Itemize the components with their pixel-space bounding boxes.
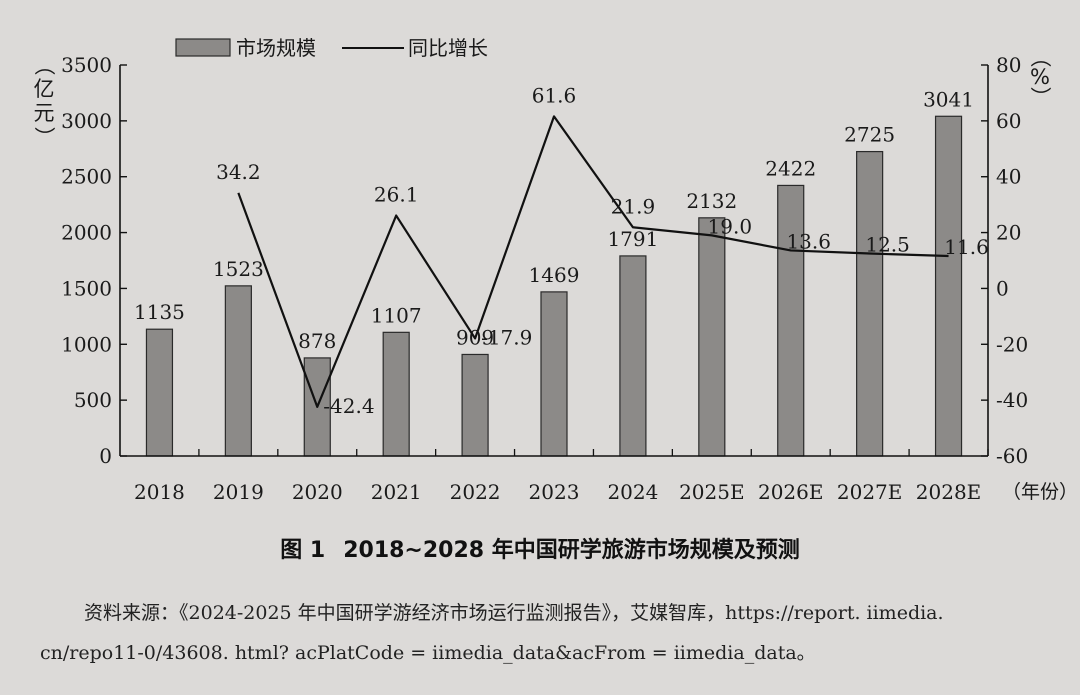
left-tick-label: 2000 bbox=[61, 221, 112, 245]
figure-title: 2018~2028 年中国研学旅游市场规模及预测 bbox=[343, 538, 800, 563]
x-tick-label: 2021 bbox=[371, 480, 422, 504]
x-tick-label: 2024 bbox=[607, 480, 658, 504]
left-tick-label: 0 bbox=[99, 444, 112, 468]
x-tick-label: 2023 bbox=[529, 480, 580, 504]
bar-value-label: 2132 bbox=[686, 189, 737, 213]
growth-value-label: 12.5 bbox=[865, 233, 910, 257]
right-tick-label: 20 bbox=[996, 221, 1021, 245]
source-text: 《2024-2025 年中国研学游经济市场运行监测报告》，艾媒智库，https:… bbox=[40, 602, 944, 664]
bar bbox=[777, 184, 805, 457]
bar bbox=[934, 115, 963, 457]
x-tick-label: 2027E bbox=[837, 480, 903, 504]
right-axis-label-char: % bbox=[1030, 65, 1050, 89]
bar bbox=[461, 353, 489, 457]
bar bbox=[382, 331, 410, 457]
right-axis-label-char: ） bbox=[1028, 87, 1052, 108]
x-axis: 2018 2019 2020 2021 2022 2023 2024 2025E 2026E 20… bbox=[120, 449, 1078, 504]
left-axis-label-char: 亿 bbox=[34, 77, 55, 101]
legend-bar-swatch bbox=[175, 38, 231, 57]
bar-value-label: 1791 bbox=[607, 227, 658, 251]
figure-caption: 图 1 2018~2028 年中国研学旅游市场规模及预测 bbox=[0, 532, 1080, 564]
growth-value-label: -42.4 bbox=[323, 394, 374, 418]
line-series: 34.2 -42.4 26.1 -17.9 61.6 21.9 19.0 13.6 12.5 11… bbox=[216, 83, 989, 417]
bar-series: 1135152387811079091469179121322422272530… bbox=[134, 87, 974, 457]
bar-value-label: 1523 bbox=[213, 257, 264, 281]
left-tick-label: 3000 bbox=[61, 109, 112, 133]
left-axis-label-char: ） bbox=[32, 127, 56, 148]
figure-number: 图 1 bbox=[280, 538, 326, 563]
x-tick-label: 2019 bbox=[213, 480, 264, 504]
left-tick-label: 3500 bbox=[61, 53, 112, 77]
bar-value-label: 2422 bbox=[765, 156, 816, 180]
growth-value-label: 21.9 bbox=[611, 194, 656, 218]
x-tick-label: 2022 bbox=[450, 480, 501, 504]
right-tick-label: -20 bbox=[996, 332, 1028, 356]
right-tick-label: 40 bbox=[996, 165, 1021, 189]
right-tick-label: 60 bbox=[996, 109, 1021, 133]
x-tick-label: 2020 bbox=[292, 480, 343, 504]
growth-value-label: 26.1 bbox=[374, 183, 419, 207]
legend-line-label: 同比增长 bbox=[408, 36, 488, 60]
right-tick-label: 80 bbox=[996, 53, 1021, 77]
left-axis-label-char: （ bbox=[32, 55, 56, 76]
right-tick-label: -60 bbox=[996, 444, 1028, 468]
growth-value-label: 11.6 bbox=[944, 235, 989, 259]
bar-value-label: 1469 bbox=[529, 263, 580, 287]
x-axis-label: （年份） bbox=[1002, 481, 1078, 503]
growth-line bbox=[237, 115, 949, 408]
bar-value-label: 878 bbox=[298, 329, 336, 353]
bar bbox=[698, 217, 726, 457]
left-y-axis: 0 500 1000 1500 2000 2500 3000 3500（亿元） bbox=[32, 53, 127, 468]
growth-value-label: 61.6 bbox=[532, 83, 577, 107]
left-tick-label: 2500 bbox=[61, 165, 112, 189]
bar-value-label: 2725 bbox=[844, 123, 895, 147]
growth-value-label: 19.0 bbox=[708, 214, 753, 238]
right-tick-label: -40 bbox=[996, 388, 1028, 412]
x-tick-label: 2026E bbox=[758, 480, 824, 504]
legend-bar-label: 市场规模 bbox=[236, 36, 316, 60]
bar bbox=[540, 291, 568, 457]
growth-value-label: 34.2 bbox=[216, 160, 261, 184]
left-tick-label: 500 bbox=[74, 388, 112, 412]
growth-value-label: 13.6 bbox=[786, 229, 831, 253]
left-axis-label-char: 元 bbox=[34, 101, 55, 125]
bar bbox=[145, 328, 174, 457]
source-label: 资料来源： bbox=[84, 602, 180, 624]
right-axis-label-char: （ bbox=[1028, 47, 1052, 68]
x-tick-label: 2018 bbox=[134, 480, 185, 504]
left-tick-label: 1500 bbox=[61, 276, 112, 300]
growth-value-label: -17.9 bbox=[481, 325, 532, 349]
right-tick-label: 0 bbox=[996, 276, 1009, 300]
bar-value-label: 1135 bbox=[134, 300, 185, 324]
bar bbox=[856, 150, 884, 457]
x-tick-label: 2025E bbox=[679, 480, 745, 504]
bar-value-label: 3041 bbox=[923, 87, 974, 111]
bar-value-label: 1107 bbox=[371, 303, 422, 327]
legend: 市场规模 同比增长 bbox=[175, 36, 488, 60]
source-note: 资料来源：《2024-2025 年中国研学游经济市场运行监测报告》，艾媒智库，h… bbox=[40, 593, 1050, 673]
left-tick-label: 1000 bbox=[61, 332, 112, 356]
bar bbox=[619, 255, 647, 457]
bar bbox=[224, 285, 252, 457]
right-y-axis: -60 -40 -20 0 20 40 60 80 （%） bbox=[981, 47, 1052, 468]
x-tick-label: 2028E bbox=[916, 480, 982, 504]
